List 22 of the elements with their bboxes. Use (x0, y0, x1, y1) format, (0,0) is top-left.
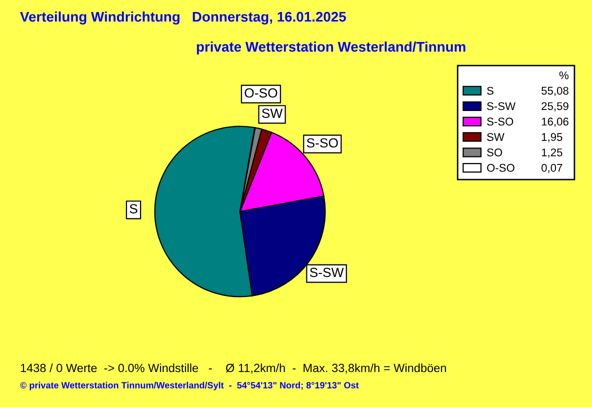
chart-title: Verteilung Windrichtung Donnerstag, 16.01.2025 (20, 11, 346, 25)
text: 1438 / 0 Werte -> 0.0% Windstille - Ø 11,2km/h - Max. 33,8km/h = Windböen (20, 363, 446, 374)
legend-label: S-SW (487, 102, 516, 110)
legend-label: SW (487, 133, 504, 141)
chart-subtitle: private Wetterstation Westerland/Tinnum (196, 42, 466, 54)
data-label: 1,95 (542, 133, 562, 142)
data-label: 1,25 (542, 148, 562, 158)
legend-label: S-SO (487, 118, 514, 126)
legend-label: S (487, 86, 494, 95)
slice-label: S-SW (310, 268, 344, 278)
data-label: 0,07 (542, 164, 562, 174)
text: © private Wetterstation Tinnum/Westerland/Sylt - 54°54'13" Nord; 8°19'13" Ost (20, 382, 359, 390)
slice-label: S-SO (306, 138, 338, 148)
data-label: 16,06 (542, 118, 568, 127)
slice-label: SW (262, 108, 283, 118)
data-label: 25,59 (542, 102, 568, 112)
data-label: 55,08 (542, 86, 568, 96)
slice-label: O-SO (244, 88, 278, 98)
slice-label: S (130, 204, 138, 214)
legend-label: SO (487, 148, 502, 156)
legend-title: % (559, 71, 568, 80)
legend-label: O-SO (487, 164, 514, 172)
